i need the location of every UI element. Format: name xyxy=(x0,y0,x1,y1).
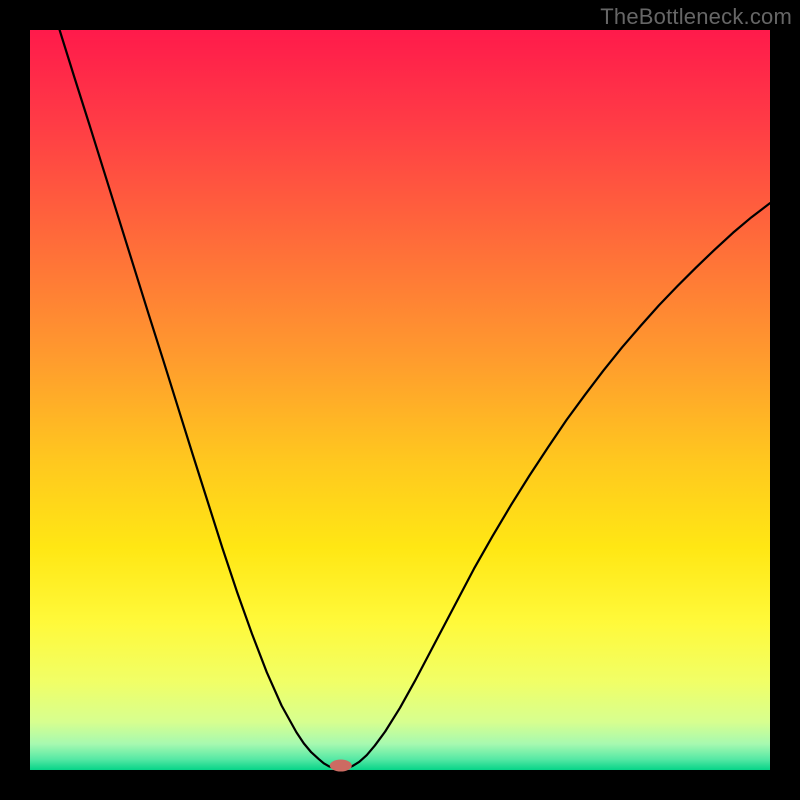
min-marker xyxy=(330,760,352,772)
plot-background xyxy=(30,30,770,770)
chart-svg xyxy=(0,0,800,800)
figure-container: TheBottleneck.com xyxy=(0,0,800,800)
